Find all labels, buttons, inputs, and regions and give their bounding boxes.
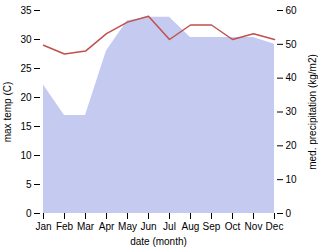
- svg-text:25: 25: [20, 63, 32, 74]
- svg-text:30: 30: [20, 34, 32, 45]
- svg-text:10: 10: [286, 174, 298, 185]
- svg-text:0: 0: [286, 208, 292, 219]
- svg-text:Feb: Feb: [56, 221, 74, 232]
- svg-text:20: 20: [20, 92, 32, 103]
- svg-text:Apr: Apr: [99, 221, 115, 232]
- svg-text:0: 0: [26, 208, 32, 219]
- svg-text:30: 30: [286, 106, 298, 117]
- svg-text:Mar: Mar: [77, 221, 95, 232]
- svg-text:Sep: Sep: [203, 221, 221, 232]
- svg-text:date (month): date (month): [130, 236, 187, 247]
- svg-text:Dec: Dec: [266, 221, 284, 232]
- svg-text:10: 10: [20, 150, 32, 161]
- svg-text:Jan: Jan: [35, 221, 51, 232]
- svg-text:max temp (C): max temp (C): [2, 82, 13, 143]
- svg-text:5: 5: [26, 179, 32, 190]
- svg-text:Jun: Jun: [140, 221, 156, 232]
- svg-text:Aug: Aug: [182, 221, 200, 232]
- svg-text:Jul: Jul: [163, 221, 176, 232]
- svg-text:50: 50: [286, 39, 298, 50]
- svg-text:15: 15: [20, 121, 32, 132]
- svg-text:Nov: Nov: [245, 221, 263, 232]
- svg-text:May: May: [118, 221, 137, 232]
- svg-text:35: 35: [20, 5, 32, 16]
- svg-text:60: 60: [286, 5, 298, 16]
- svg-text:40: 40: [286, 72, 298, 83]
- svg-text:20: 20: [286, 140, 298, 151]
- svg-text:Oct: Oct: [225, 221, 241, 232]
- svg-text:med. precipitation (kg/m2): med. precipitation (kg/m2): [307, 54, 318, 170]
